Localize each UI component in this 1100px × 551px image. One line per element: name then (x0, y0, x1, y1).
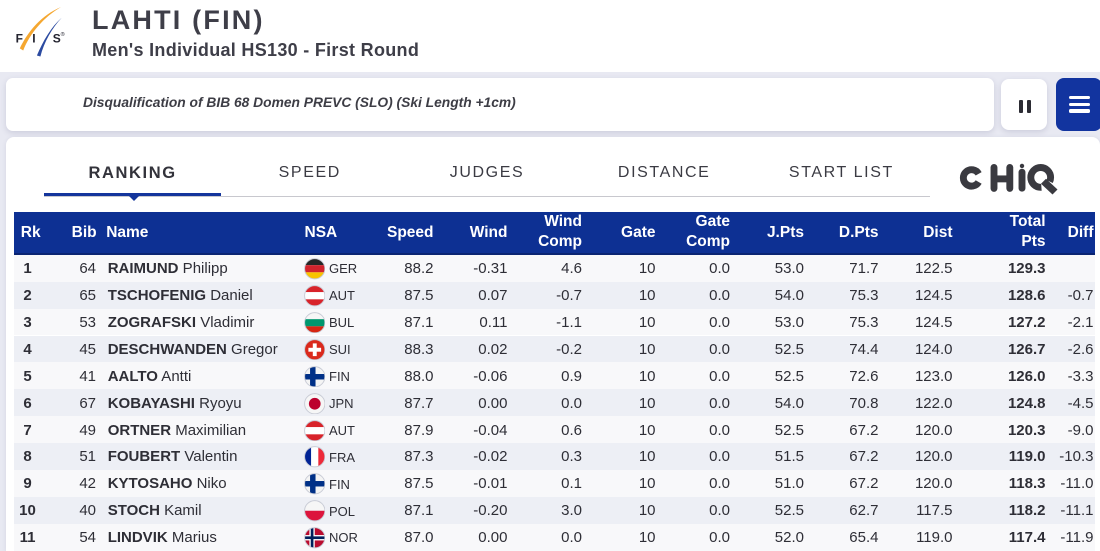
svg-text:I: I (32, 32, 35, 46)
svg-text:®: ® (61, 31, 65, 38)
svg-text:F: F (16, 32, 23, 46)
svg-text:S: S (53, 32, 61, 46)
